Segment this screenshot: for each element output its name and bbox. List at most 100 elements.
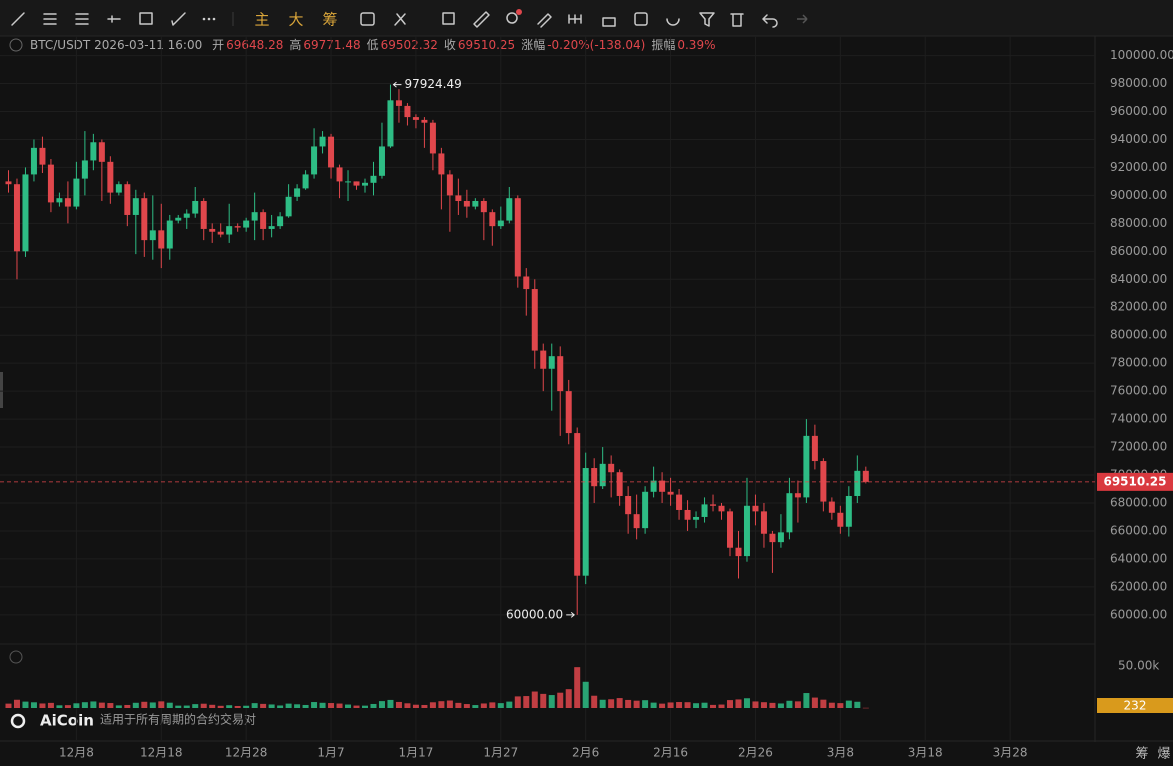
candle-body (47, 164, 54, 203)
icon-magnet[interactable] (666, 18, 680, 26)
y-tick-label: 84000.00 (1110, 272, 1167, 286)
volume-bar (22, 701, 29, 708)
volume-bar (39, 703, 46, 708)
volume-bar (47, 702, 54, 708)
volume-bar (294, 704, 301, 708)
y-tick-label: 94000.00 (1110, 132, 1167, 146)
candle-body (345, 181, 352, 183)
candle-body (353, 181, 360, 186)
icon-hlines[interactable] (43, 13, 57, 25)
candle-body (548, 356, 555, 369)
y-tick-label: 64000.00 (1110, 551, 1167, 565)
volume-bar (132, 702, 139, 708)
volume-bar (149, 702, 156, 708)
volume-bar (200, 703, 207, 708)
candle-body (183, 213, 190, 218)
volume-bar (234, 705, 241, 708)
icon-channel[interactable] (75, 13, 89, 25)
icon-edit[interactable] (360, 12, 375, 26)
collapse-icon[interactable] (9, 38, 23, 52)
icon-select[interactable] (442, 12, 455, 25)
candle-body (387, 100, 394, 147)
candle-body (39, 147, 46, 165)
volume-bar (395, 701, 402, 708)
y-tick-label: 68000.00 (1110, 495, 1167, 509)
candle-body (251, 212, 258, 221)
footer-button[interactable]: 筹 (1135, 746, 1148, 762)
candle-body (862, 470, 869, 482)
icon-erase[interactable] (537, 13, 552, 28)
candle-body (319, 136, 326, 147)
candle-body (625, 495, 632, 515)
volume-bar (353, 705, 360, 708)
volume-bar (183, 705, 190, 708)
field-label: 收 (444, 38, 456, 52)
annotation-arrow (566, 611, 575, 618)
volume-icon[interactable] (9, 650, 23, 664)
toolbar-icons[interactable] (11, 9, 808, 28)
candle-body (98, 142, 105, 162)
candle-body (107, 161, 114, 193)
last-volume-box (1097, 698, 1173, 713)
candle-body (328, 136, 335, 168)
grid (0, 36, 1095, 740)
candle-body (132, 198, 139, 215)
icon-ray[interactable] (107, 15, 121, 23)
icon-rect[interactable] (139, 12, 153, 25)
y-tick-label: 92000.00 (1110, 160, 1167, 174)
candle-body (56, 198, 63, 203)
logo-mark (10, 713, 26, 729)
candle-body (642, 491, 649, 529)
candle-body (786, 493, 793, 533)
last-price-box (1097, 472, 1173, 491)
icon-more[interactable] (202, 17, 206, 21)
x-tick-label: 1月7 (317, 746, 344, 760)
toolbar-item[interactable]: 大 (288, 11, 303, 29)
icon-line[interactable] (11, 12, 25, 26)
icon-delete[interactable] (730, 13, 744, 27)
candle-body (268, 226, 275, 229)
toolbar-item[interactable]: 筹 (322, 11, 337, 29)
candle-body (845, 495, 852, 527)
time: 2026-03-11 16:00 (94, 38, 202, 52)
icon-tools[interactable] (394, 13, 406, 26)
icon-brush[interactable] (171, 12, 186, 26)
candle-body (226, 226, 233, 235)
volume-bar (446, 700, 453, 708)
candle-body (22, 174, 29, 252)
icon-measure[interactable] (568, 14, 582, 24)
y-tick-label: 72000.00 (1110, 440, 1167, 454)
volume-bar (667, 702, 674, 708)
icon-undo[interactable] (762, 14, 778, 28)
candle-body (693, 516, 700, 520)
volume-bar (540, 693, 547, 708)
icon-lock[interactable] (602, 17, 616, 27)
icon-ruler[interactable] (473, 11, 490, 28)
volume-bar (506, 701, 513, 708)
volume-bar (811, 697, 818, 708)
volume-bar (489, 702, 496, 708)
x-tick-label: 2月26 (738, 746, 773, 760)
candle-body (30, 147, 37, 175)
candle-body (684, 509, 691, 520)
volume-bar (472, 705, 479, 708)
side-handle[interactable] (0, 372, 3, 408)
candle-body (13, 184, 20, 252)
footer-button[interactable]: 爆 (1157, 747, 1170, 762)
candle-body (260, 212, 267, 229)
volume-bar (336, 703, 343, 708)
candle-body (760, 511, 767, 534)
volume-bar (760, 702, 767, 708)
annotation-arrow (392, 81, 402, 88)
icon-zoom[interactable] (506, 12, 518, 24)
toolbar-item[interactable]: 主 (254, 11, 269, 29)
volume-bar (115, 705, 122, 708)
volume-bar (90, 701, 97, 708)
icon-filter[interactable] (699, 12, 715, 27)
candle-body (582, 468, 589, 576)
icon-note[interactable] (634, 12, 648, 26)
candle-body (574, 433, 581, 576)
candle-body (277, 216, 284, 227)
candle-body (166, 220, 173, 249)
